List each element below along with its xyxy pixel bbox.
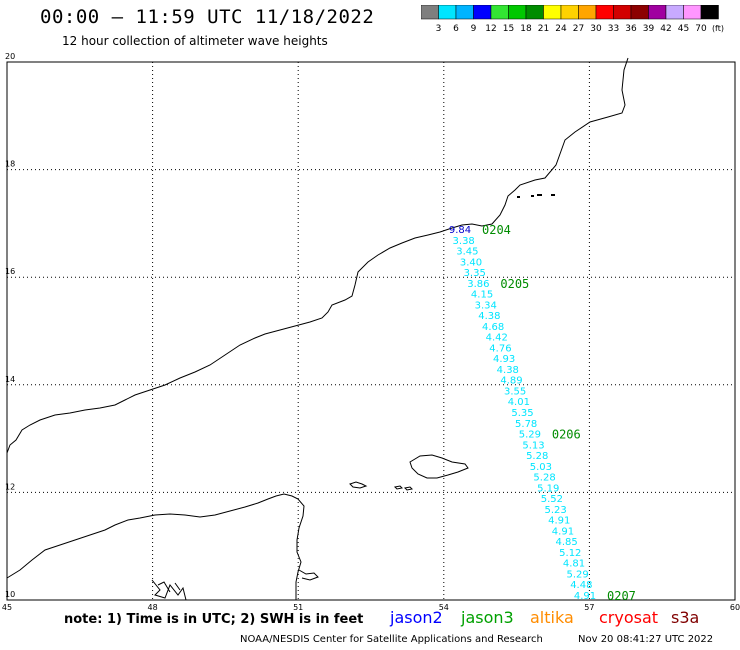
swh-label: 5.28 [526, 451, 548, 462]
longitude-label: 60 [730, 603, 740, 612]
color-tick-label: 6 [453, 24, 459, 34]
pass-time-label: 0204 [482, 223, 511, 237]
coastline-arabia [6, 57, 629, 454]
altimeter-track: 9.843.383.453.403.353.864.153.344.384.68… [449, 223, 636, 603]
swh-label: 3.86 [467, 279, 489, 290]
swh-label: 5.35 [511, 408, 533, 419]
swh-label: 5.29 [519, 430, 541, 441]
color-tick-label: 9 [471, 24, 477, 34]
swh-label: 3.55 [504, 386, 526, 397]
latitude-label: 12 [5, 482, 15, 491]
color-tick-label: 18 [520, 24, 532, 34]
swh-label: 4.91 [574, 591, 596, 602]
island-samhah [393, 485, 404, 490]
units-note: note: 1) Time is in UTC; 2) SWH is in fe… [64, 612, 364, 627]
swh-label: 4.85 [555, 537, 577, 548]
longitude-label: 57 [584, 603, 594, 612]
mission-altika: altika [530, 608, 574, 627]
longitude-label: 54 [439, 603, 449, 612]
color-tick-label: 3 [436, 24, 442, 34]
swh-label: 5.13 [522, 440, 544, 451]
swh-label: 5.78 [515, 419, 537, 430]
color-tick-label: 45 [678, 24, 689, 34]
color-scale-bar: 3 6 9 12 15 18 21 24 27 30 33 36 39 42 45 70 (ft) [421, 5, 724, 34]
mission-jason2: jason2 [390, 608, 443, 627]
latitude-label: 20 [5, 52, 15, 61]
color-tick-label: 21 [538, 24, 549, 34]
swh-label: 4.15 [471, 290, 493, 301]
swh-label: 3.38 [453, 236, 475, 247]
swh-label: 4.38 [497, 365, 519, 376]
pass-time-label: 0206 [552, 428, 581, 442]
graticule [7, 62, 735, 600]
color-tick-label: 39 [643, 24, 655, 34]
credit-text: NOAA/NESDIS Center for Satellite Applica… [240, 634, 543, 645]
swh-label: 3.35 [464, 268, 486, 279]
axis-labels: 20 18 16 14 12 10 45 48 51 54 57 60 [2, 52, 740, 612]
island-abd-al-kuri [349, 481, 368, 489]
longitude-label: 51 [293, 603, 303, 612]
coastline-africa [6, 493, 305, 600]
swh-label: 4.89 [500, 376, 522, 387]
swh-label: 3.45 [456, 247, 478, 258]
swh-label: 4.91 [548, 516, 570, 527]
islands-kuria-muria [517, 194, 555, 198]
swh-label: 4.68 [482, 322, 504, 333]
color-tick-label: 12 [485, 24, 496, 34]
inland-lakes [151, 579, 187, 601]
pass-time-label: 0205 [500, 277, 529, 291]
swh-label: 4.93 [493, 354, 515, 365]
swh-label: 4.81 [563, 559, 585, 570]
swh-label: 4.76 [489, 343, 511, 354]
swh-label: 3.40 [460, 257, 482, 268]
mission-jason3: jason3 [461, 608, 514, 627]
island-darsah [403, 486, 414, 491]
color-tick-label: 33 [608, 24, 619, 34]
swh-label: 5.12 [559, 548, 581, 559]
latitude-label: 18 [5, 160, 15, 169]
island-socotra [409, 454, 469, 479]
swh-label: 4.38 [478, 311, 500, 322]
swh-label: 9.84 [449, 225, 471, 236]
swh-label: 4.48 [570, 580, 592, 591]
swh-label: 5.52 [541, 494, 563, 505]
mission-s3a: s3a [671, 608, 700, 627]
color-tick-label: 15 [503, 24, 514, 34]
pass-time-label: 0207 [607, 589, 636, 603]
swh-label: 4.91 [552, 526, 574, 537]
map-frame [6, 61, 736, 601]
swh-label: 4.42 [486, 333, 508, 344]
swh-label: 4.01 [508, 397, 530, 408]
latitude-label: 14 [5, 375, 15, 384]
latitude-label: 10 [5, 590, 15, 599]
swh-label: 5.03 [530, 462, 552, 473]
swh-label: 5.28 [533, 473, 555, 484]
coastline-gulf [298, 569, 319, 581]
color-tick-label: 27 [573, 24, 584, 34]
color-tick-label: 30 [590, 24, 602, 34]
swh-label: 3.34 [475, 300, 497, 311]
color-unit-label: (ft) [712, 24, 724, 33]
map-subtitle: 12 hour collection of altimeter wave hei… [62, 34, 328, 48]
color-swatch [700, 5, 719, 20]
longitude-label: 48 [148, 603, 158, 612]
timestamp-text: Nov 20 08:41:27 UTC 2022 [578, 634, 714, 645]
color-tick-label: 70 [695, 24, 707, 34]
color-tick-label: 42 [660, 24, 671, 34]
swh-label: 5.23 [544, 505, 566, 516]
longitude-label: 45 [2, 603, 12, 612]
swh-label: 5.29 [567, 569, 589, 580]
color-tick-label: 24 [555, 24, 567, 34]
latitude-label: 16 [5, 267, 15, 276]
color-tick-label: 36 [625, 24, 637, 34]
mission-cryosat: cryosat [599, 608, 659, 627]
map-title: 00:00 – 11:59 UTC 11/18/2022 [40, 6, 375, 28]
swh-label: 5.19 [537, 483, 559, 494]
